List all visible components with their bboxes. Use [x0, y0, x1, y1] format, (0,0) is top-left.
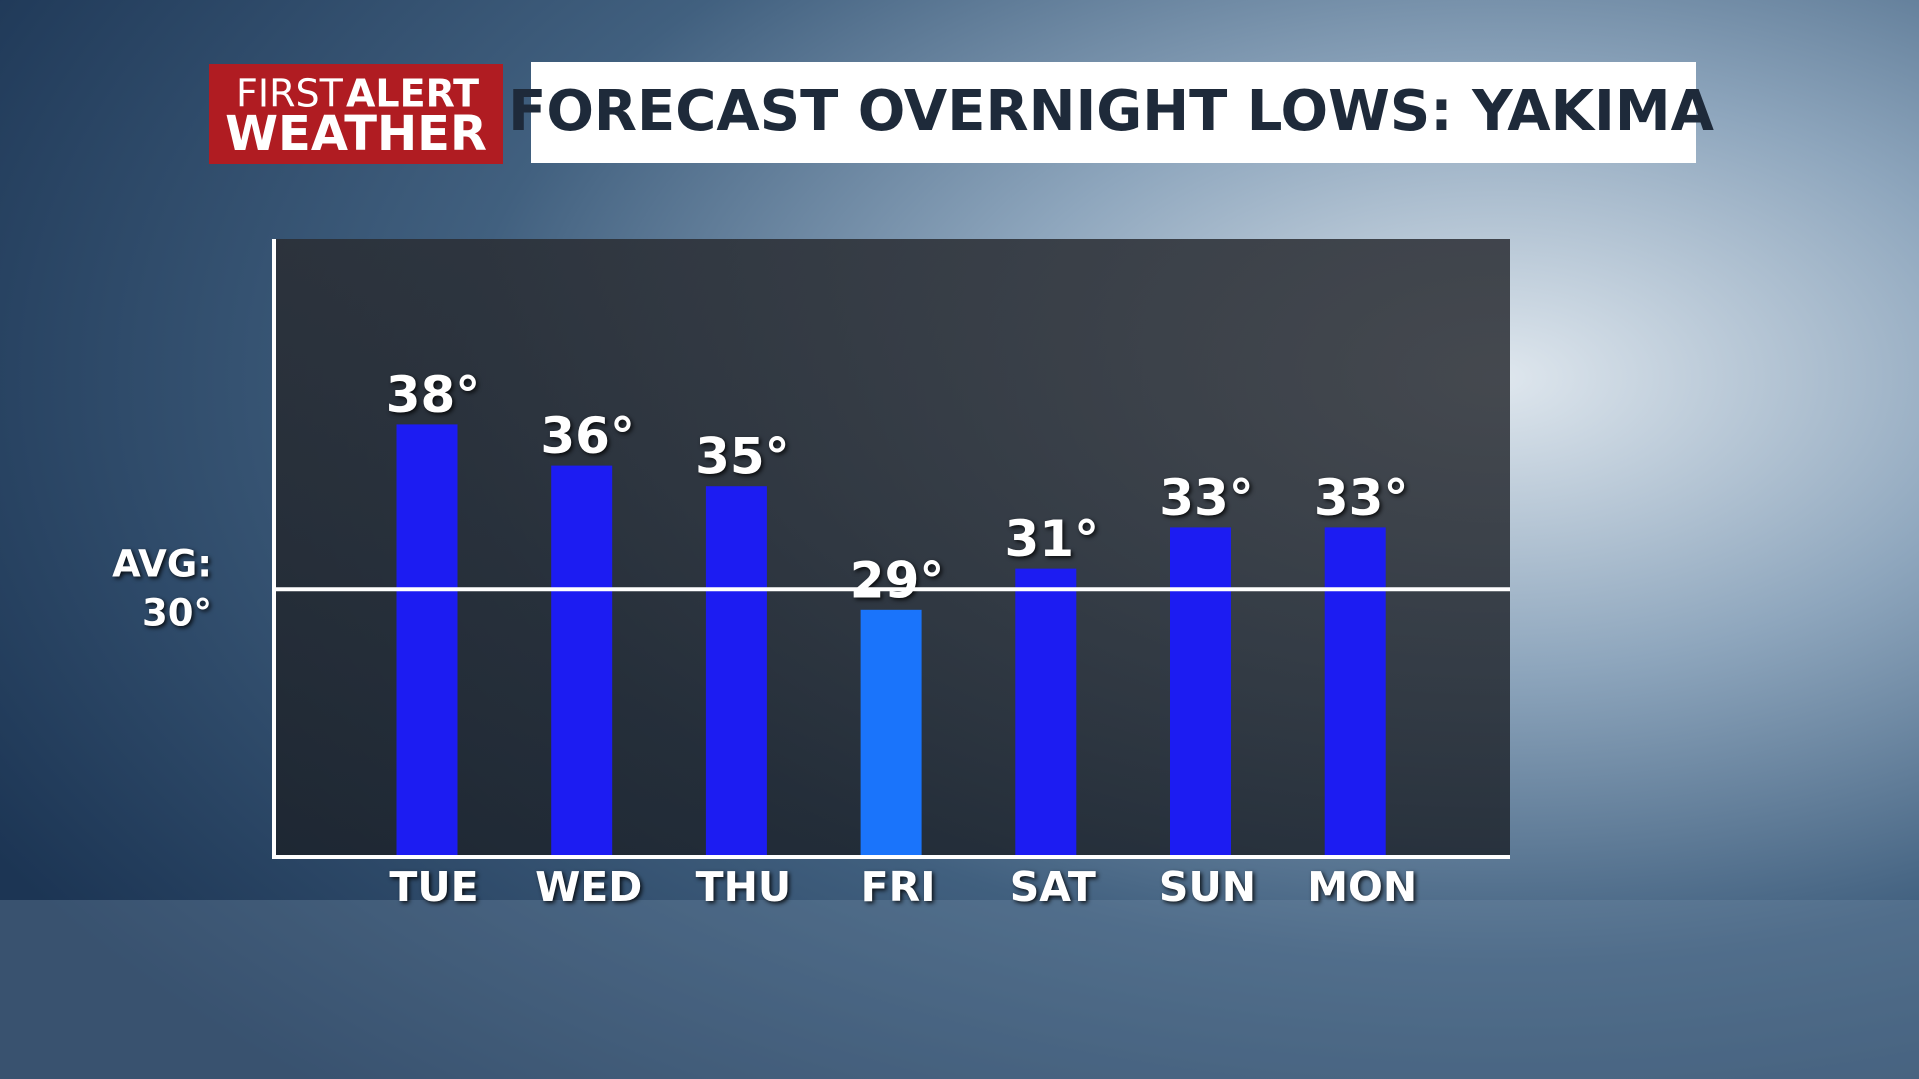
- x-tick-label: MON: [1307, 863, 1417, 911]
- logo-text: WEATHER: [225, 106, 487, 162]
- logo-text: FIRST: [236, 72, 344, 116]
- x-tick-label: FRI: [861, 863, 936, 911]
- x-tick-label: THU: [696, 863, 792, 911]
- bar: [1015, 568, 1077, 857]
- bar: [396, 424, 458, 857]
- title-box: [531, 62, 1696, 163]
- value-label: 38°: [386, 366, 481, 424]
- average-value-label: 30°: [142, 592, 212, 635]
- value-label: 29°: [850, 551, 945, 609]
- frost: [0, 900, 1919, 1079]
- chart-title: FORECAST OVERNIGHT LOWS: YAKIMA: [508, 79, 1715, 144]
- x-tick-label: TUE: [389, 863, 478, 911]
- bar: [1324, 527, 1386, 857]
- x-tick-label: WED: [535, 863, 642, 911]
- value-label: 33°: [1314, 469, 1409, 527]
- value-label: 31°: [1005, 510, 1100, 568]
- x-tick-label: SAT: [1010, 863, 1096, 911]
- logo-box: [209, 64, 503, 164]
- average-label: AVG:: [112, 543, 212, 586]
- bar: [1170, 527, 1231, 857]
- value-label: 33°: [1159, 469, 1254, 527]
- bar: [551, 465, 613, 857]
- logo-text: ALERT: [346, 72, 479, 116]
- x-tick-label: SUN: [1159, 863, 1256, 911]
- bar: [860, 609, 922, 857]
- value-label: 36°: [540, 407, 635, 465]
- marks: [396, 424, 1386, 857]
- value-label: 35°: [695, 428, 790, 486]
- bar: [705, 486, 767, 857]
